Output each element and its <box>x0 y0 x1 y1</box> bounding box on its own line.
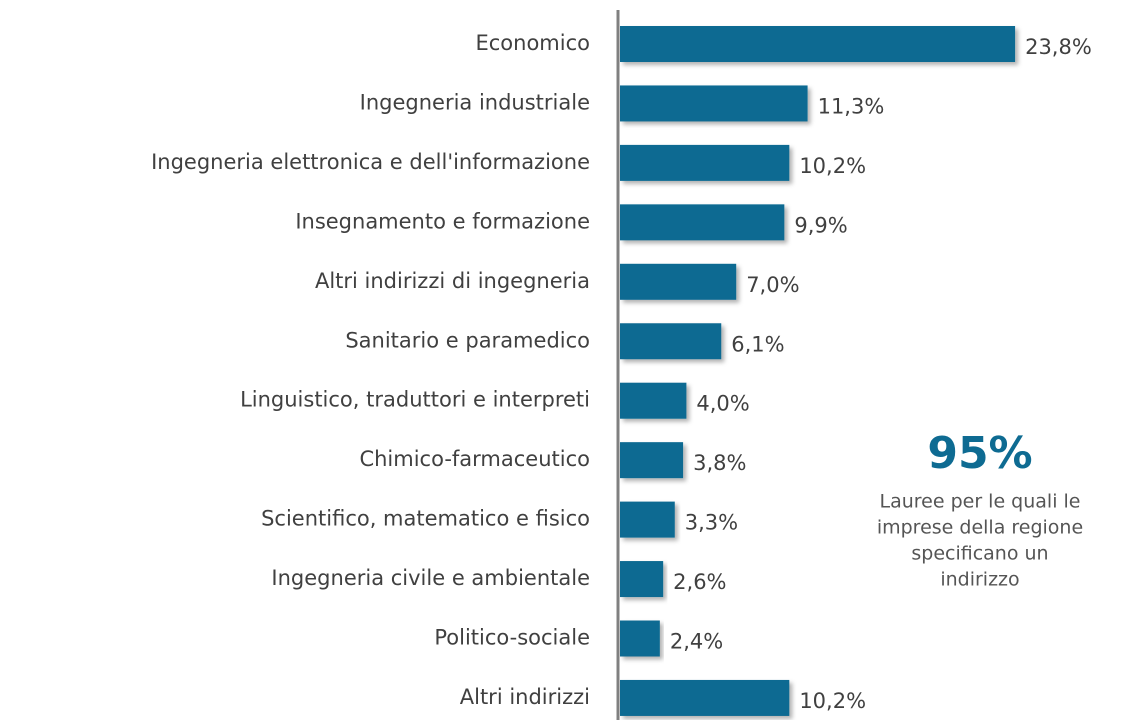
annotation-line: imprese della regione <box>877 517 1083 539</box>
category-label: Ingegneria elettronica e dell'informazio… <box>151 150 590 174</box>
bar <box>620 323 722 360</box>
bar <box>620 501 675 538</box>
category-label: Sanitario e paramedico <box>345 328 590 352</box>
value-label: 2,6% <box>673 570 726 594</box>
annotation-headline: 95% <box>927 428 1032 479</box>
bar <box>620 204 785 241</box>
category-label: Chimico-farmaceutico <box>359 447 590 471</box>
bar <box>620 26 1016 62</box>
bar <box>620 382 687 419</box>
value-label: 10,2% <box>799 154 866 178</box>
category-label: Economico <box>475 31 590 55</box>
bar <box>620 620 660 657</box>
category-label: Ingegneria civile e ambientale <box>271 566 590 590</box>
annotation-line: indirizzo <box>940 569 1019 591</box>
bar <box>620 263 737 300</box>
bar <box>620 144 790 181</box>
value-label: 3,3% <box>685 511 738 535</box>
annotation-line: Lauree per le quali le <box>879 491 1080 513</box>
value-label: 3,8% <box>693 451 746 475</box>
bar <box>620 85 808 122</box>
category-label: Linguistico, traduttori e interpreti <box>240 388 590 412</box>
value-label: 6,1% <box>731 332 784 356</box>
value-label: 10,2% <box>799 689 866 713</box>
value-label: 7,0% <box>746 273 799 297</box>
value-label: 4,0% <box>696 392 749 416</box>
category-label: Insegnamento e formazione <box>295 209 590 233</box>
category-label: Politico-sociale <box>434 626 590 650</box>
category-label: Scientifico, matematico e fisico <box>261 507 590 531</box>
annotation-line: specificano un <box>911 543 1048 565</box>
bar <box>620 679 790 716</box>
bar <box>620 442 684 479</box>
category-label: Altri indirizzi <box>460 685 590 709</box>
value-label: 23,8% <box>1025 35 1092 59</box>
value-label: 11,3% <box>818 94 885 118</box>
value-label: 9,9% <box>794 213 847 237</box>
category-label: Ingegneria industriale <box>360 90 590 114</box>
value-label: 2,4% <box>670 630 723 654</box>
bar <box>620 561 664 598</box>
category-label: Altri indirizzi di ingegneria <box>315 269 590 293</box>
